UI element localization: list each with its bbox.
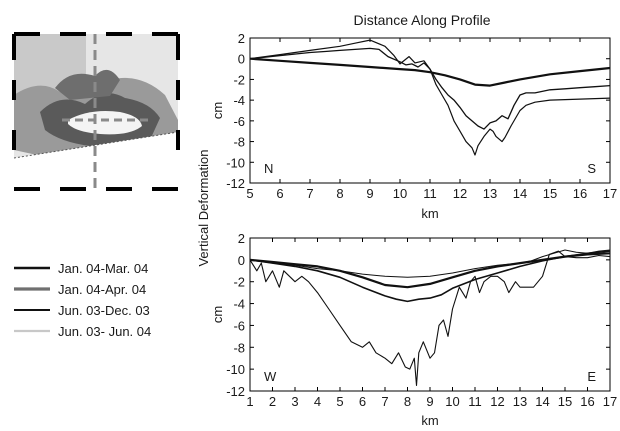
x-tick-label: 6	[276, 186, 283, 201]
x-tick-label: 1	[246, 394, 253, 409]
y-tick-label: -8	[233, 135, 245, 150]
x-tick-label: 8	[336, 186, 343, 201]
series-line-1	[249, 47, 611, 130]
y-tick-label: -10	[226, 155, 245, 170]
direction-label-start: W	[264, 369, 277, 384]
x-tick-label: 15	[558, 394, 572, 409]
x-tick-label: 11	[423, 186, 437, 201]
x-tick-label: 10	[445, 394, 459, 409]
x-tick-label: 9	[366, 186, 373, 201]
y-tick-label: -4	[233, 93, 245, 108]
y-tick-label: -12	[226, 384, 245, 399]
x-tick-label: 16	[573, 186, 587, 201]
x-tick-label: 3	[291, 394, 298, 409]
chart-north-south: 5 6 7 8 9 10 11 12 13 14 15 16 17 2 0 -2 -4 -6 -8 -10 -12 cm k…	[210, 31, 617, 221]
legend-label: Jun. 03- Jun. 04	[58, 324, 151, 339]
figure-title: Distance Along Profile	[354, 12, 491, 28]
chart-west-east: 1 2 3 4 5 6 7 8 9 10 11 12 13 14 15 16 1720-2-4-6-8-10-1…	[210, 231, 617, 428]
x-tick-label: 13	[483, 186, 497, 201]
y-tick-label: 2	[238, 231, 245, 246]
y-tick-label: 2	[238, 31, 245, 46]
x-tick-label: 14	[513, 186, 527, 201]
x-tick-label: 5	[336, 394, 343, 409]
y-tick-label: -12	[226, 176, 245, 191]
x-tick-label: 7	[306, 186, 313, 201]
direction-label-start: N	[264, 161, 273, 176]
x-tick-label: 9	[426, 394, 433, 409]
plot-frame	[249, 37, 611, 184]
x-axis-label: km	[421, 206, 438, 221]
x-tick-label: 15	[543, 186, 557, 201]
x-tick-label: 17	[603, 186, 617, 201]
direction-label-end: E	[587, 369, 596, 384]
y-axis-label: cm	[210, 102, 225, 119]
x-tick-label: 6	[359, 394, 366, 409]
x-tick-label: 11	[468, 394, 482, 409]
x-tick-label: 8	[404, 394, 411, 409]
direction-label-end: S	[587, 161, 596, 176]
x-tick-label: 16	[580, 394, 594, 409]
legend-label: Jun. 03-Dec. 03	[58, 303, 150, 318]
y-tick-label: -10	[226, 362, 245, 377]
x-tick-label: 2	[269, 394, 276, 409]
legend-label: Jan. 04-Mar. 04	[58, 261, 148, 276]
x-tick-label: 17	[603, 394, 617, 409]
shared-y-axis-label: Vertical Deformation	[196, 149, 211, 266]
legend: Jan. 04-Mar. 04 Jan. 04-Apr. 04 Jun. 03-De…	[14, 261, 151, 339]
y-tick-label: -2	[233, 275, 245, 290]
x-tick-label: 12	[453, 186, 467, 201]
y-tick-label: -4	[233, 297, 245, 312]
y-tick-label: -6	[233, 318, 245, 333]
x-tick-label: 5	[246, 186, 253, 201]
y-tick-label: -6	[233, 114, 245, 129]
y-axis-label: cm	[210, 306, 225, 323]
x-tick-label: 10	[393, 186, 407, 201]
series-line-2	[249, 39, 611, 156]
series-line-0	[249, 57, 611, 87]
x-tick-label: 12	[490, 394, 504, 409]
y-tick-label: -2	[233, 72, 245, 87]
x-tick-label: 14	[535, 394, 549, 409]
x-tick-label: 4	[314, 394, 321, 409]
series-line-3	[249, 249, 611, 278]
plot-frame	[249, 237, 611, 392]
series-line-1	[249, 250, 611, 303]
location-map-image	[12, 32, 180, 191]
x-axis-label: km	[421, 413, 438, 428]
y-tick-label: 0	[238, 52, 245, 67]
x-tick-label: 7	[381, 394, 388, 409]
legend-label: Jan. 04-Apr. 04	[58, 282, 146, 297]
series-line-2	[249, 250, 611, 387]
y-tick-label: -8	[233, 340, 245, 355]
x-tick-label: 13	[513, 394, 527, 409]
y-tick-label: 0	[238, 253, 245, 268]
